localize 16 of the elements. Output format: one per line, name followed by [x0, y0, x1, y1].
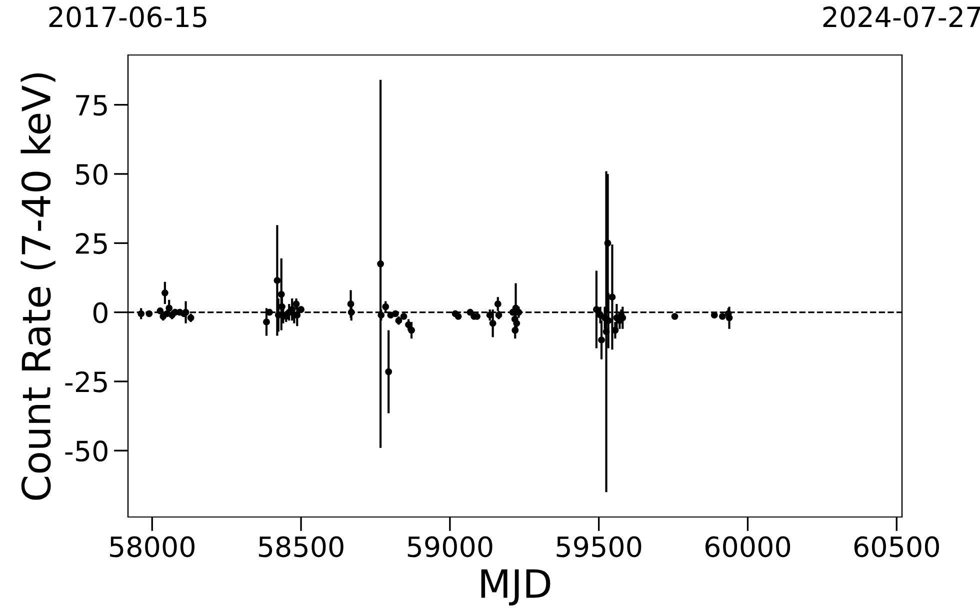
x-tick-label: 58000 [110, 536, 194, 558]
x2-tick-label: 2024-07-27 [823, 6, 980, 28]
y-tick-label: -50 [65, 440, 108, 462]
x-tick-label: 60500 [854, 536, 939, 558]
x-tick-label: 58500 [258, 536, 344, 558]
y-tick-label: 50 [76, 164, 108, 185]
x-tick-label: 60000 [705, 536, 790, 558]
x-tick-label: 59500 [556, 536, 642, 558]
x-tick-label: 59000 [408, 536, 492, 558]
x-axis-title: MJD [481, 569, 550, 606]
y-tick-label: 75 [76, 95, 107, 116]
y-tick-label: 0 [93, 302, 108, 324]
y-tick-label: -25 [65, 371, 107, 392]
y-axis-title: Count Rate (7-40 keV) [20, 73, 56, 500]
y-tick-label: 25 [76, 233, 107, 254]
x2-tick-label: 2017-06-15 [49, 6, 206, 28]
